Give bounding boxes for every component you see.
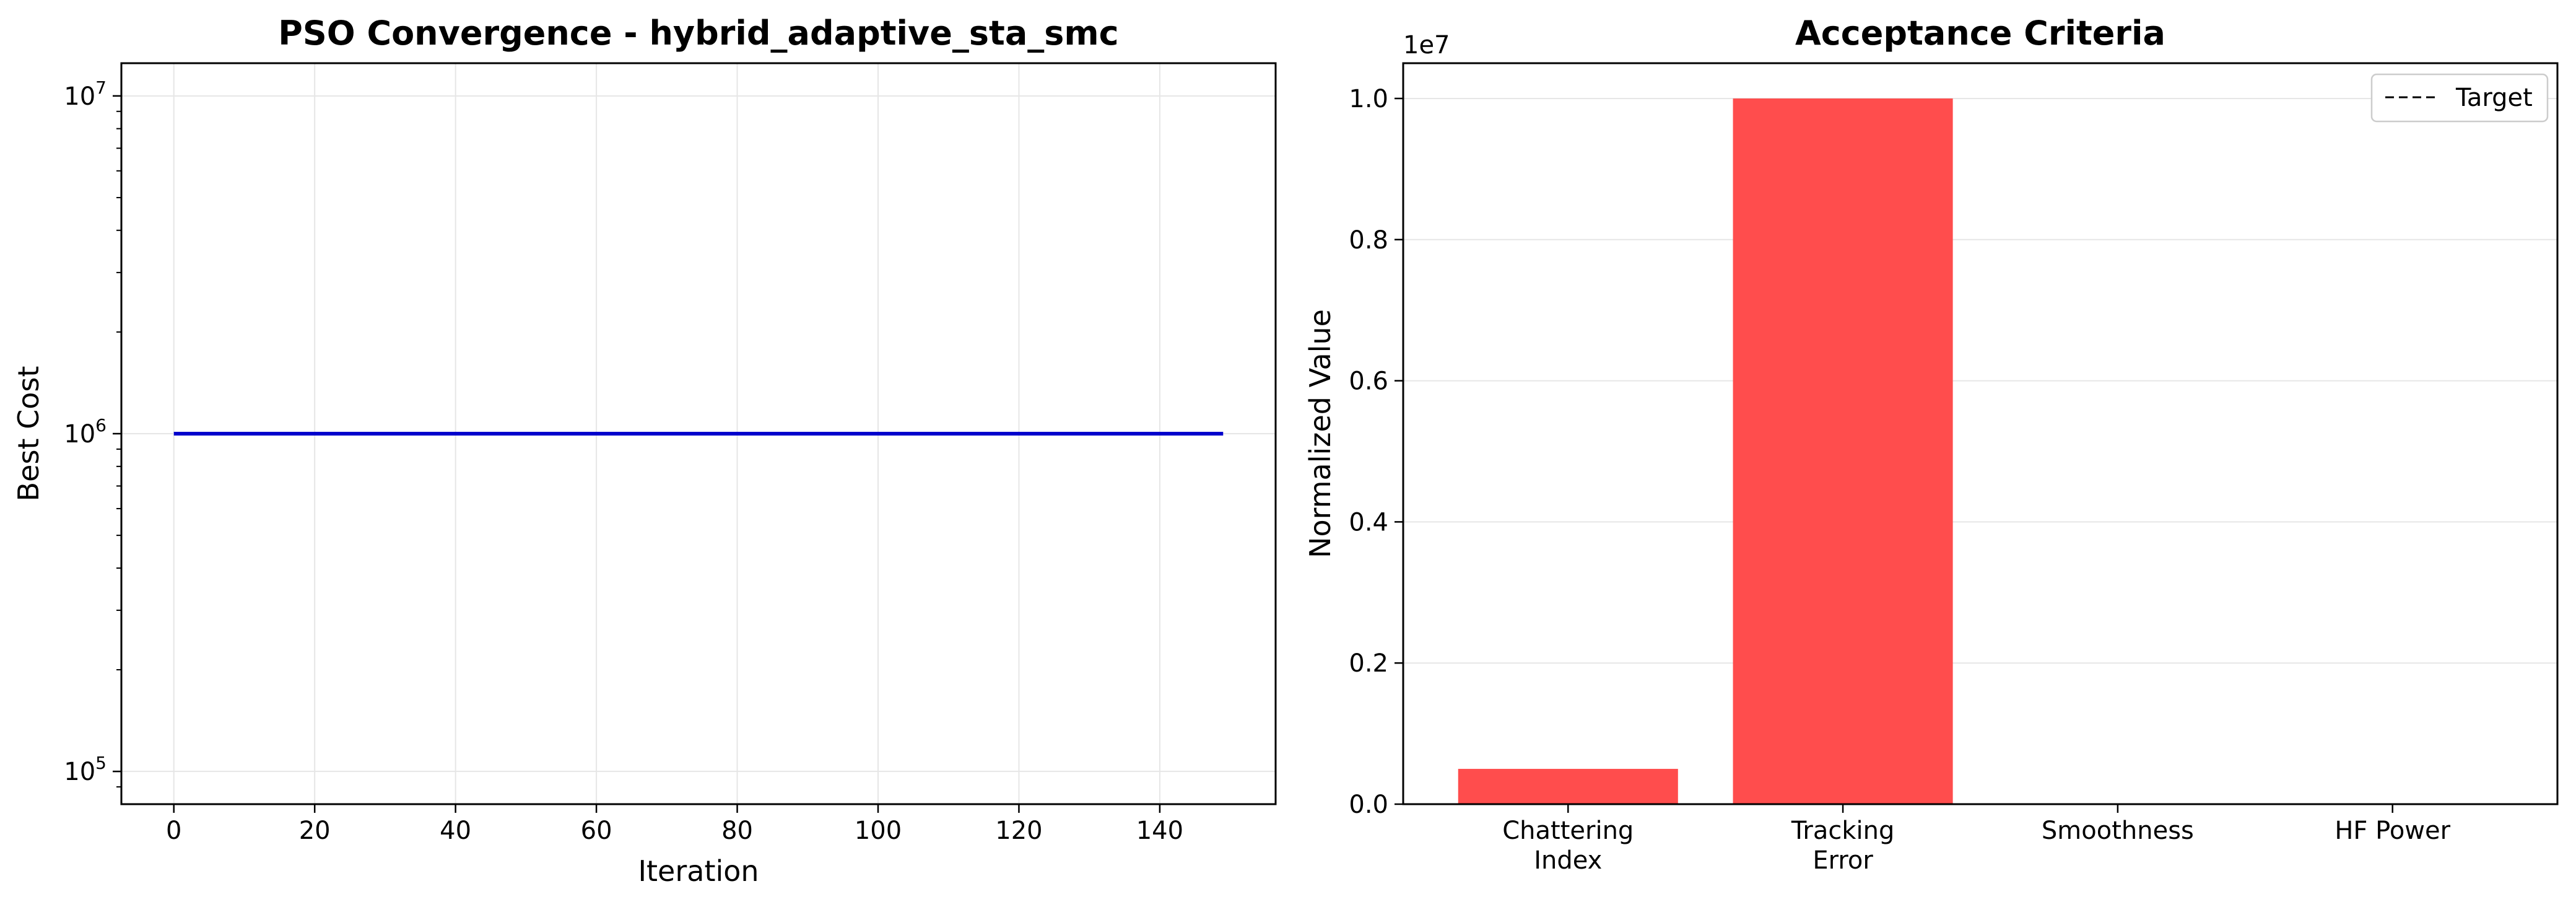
x-tick-label: Chattering	[1502, 817, 1634, 845]
y-tick-label: 0.6	[1349, 367, 1388, 396]
x-tick-label: 100	[855, 817, 902, 845]
x-tick-label: 60	[581, 817, 612, 845]
acceptance-title: Acceptance Criteria	[1795, 14, 2165, 53]
bar	[1733, 98, 1953, 804]
y-tick-label: 0.4	[1349, 508, 1388, 537]
y-tick-label: 0.0	[1349, 791, 1388, 819]
y-tick-label: 107	[64, 77, 107, 111]
x-tick-label: 40	[440, 817, 471, 845]
legend-box	[2370, 73, 2549, 123]
x-tick-label: HF Power	[2334, 817, 2450, 845]
acceptance-legend: Target	[2370, 73, 2549, 123]
convergence-ticks: 0 20 40 60 80 100 120 140 105 106 107	[64, 77, 1183, 845]
y-tick-label: 106	[64, 415, 107, 449]
x-tick-label: Index	[1534, 846, 1602, 875]
x-tick-label: 140	[1136, 817, 1183, 845]
x-tick-label: Smoothness	[2042, 817, 2194, 845]
acceptance-plot-frame	[1402, 62, 2559, 805]
x-tick-label: Tracking	[1791, 817, 1895, 845]
legend-target-label: Target	[2455, 84, 2533, 112]
x-tick-label: Error	[1812, 846, 1873, 875]
x-tick-label: 20	[299, 817, 331, 845]
convergence-chart: 0 20 40 60 80 100 120 140 105 106 107 PSO Converge…	[12, 14, 1277, 888]
y-tick-label: 0.8	[1349, 226, 1388, 255]
y-tick-label: 105	[64, 753, 107, 786]
x-tick-label: 0	[166, 817, 181, 845]
y-tick-label: 1.0	[1349, 85, 1388, 113]
acceptance-grid	[1403, 97, 2557, 805]
convergence-title: PSO Convergence - hybrid_adaptive_sta_sm…	[278, 14, 1118, 53]
x-tick-label: 120	[995, 817, 1042, 845]
convergence-y-label: Best Cost	[12, 366, 45, 502]
acceptance-y-label: Normalized Value	[1303, 309, 1337, 558]
convergence-x-label: Iteration	[638, 854, 759, 888]
bar	[1458, 769, 1678, 804]
acceptance-bars	[1458, 98, 1953, 804]
acceptance-offset-text: 1e7	[1403, 31, 1450, 59]
x-tick-label: 80	[721, 817, 753, 845]
y-tick-label: 0.2	[1349, 649, 1388, 678]
